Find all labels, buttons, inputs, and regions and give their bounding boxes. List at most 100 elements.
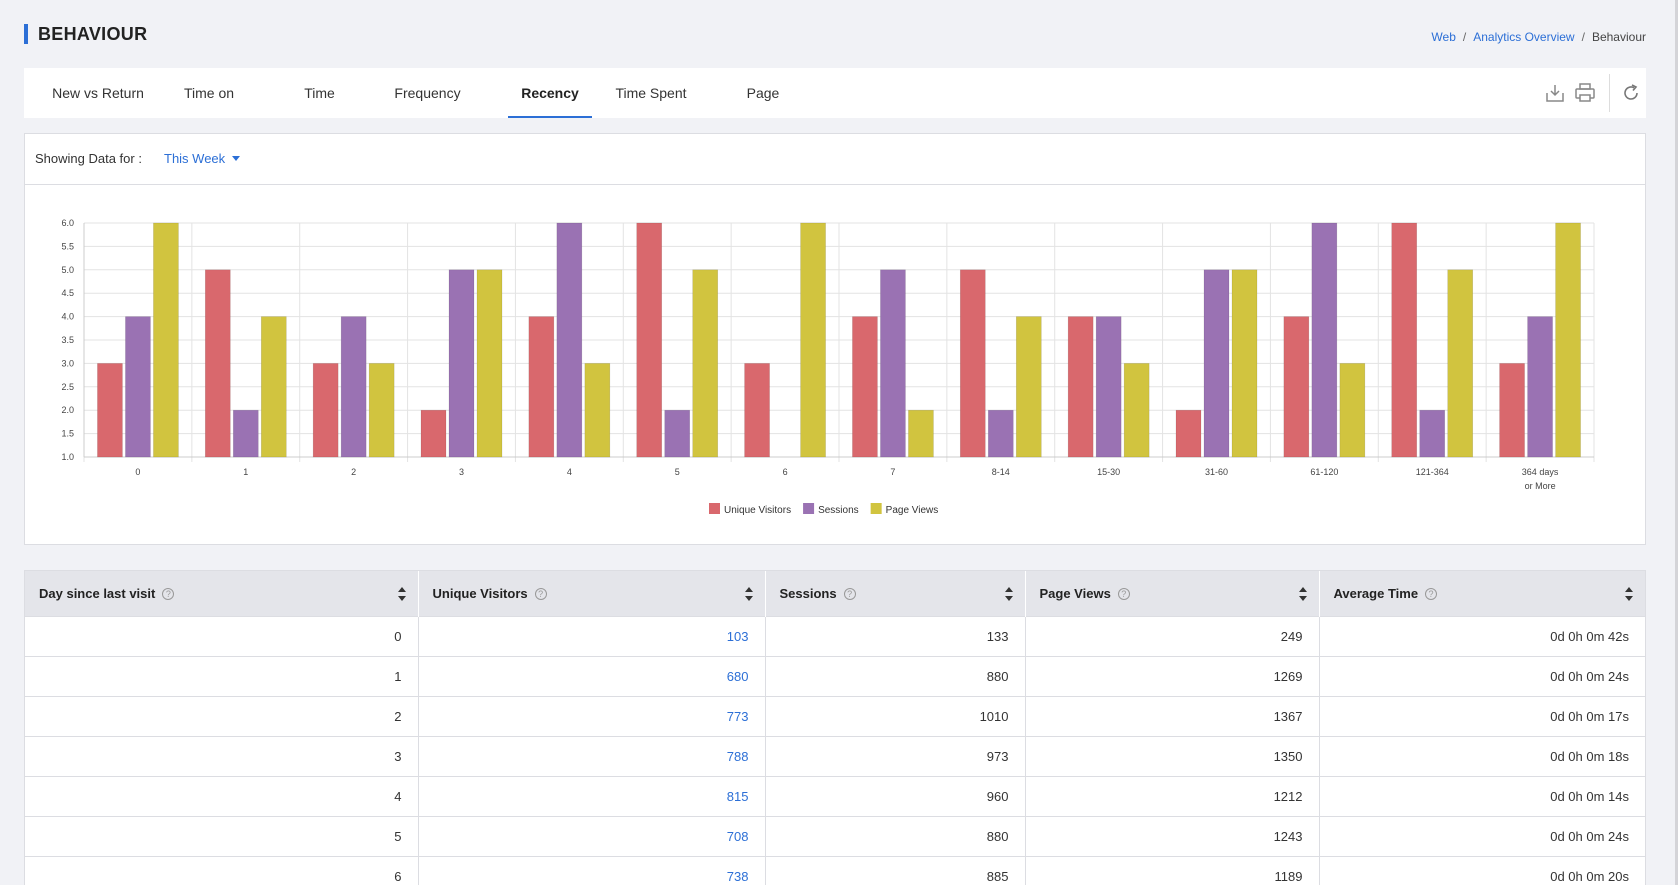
- column-header-average-time[interactable]: Average Time?: [1319, 571, 1645, 616]
- x-tick-label: 4: [567, 467, 572, 477]
- table-row: 4 815 960 1212 0d 0h 0m 14s: [25, 775, 1645, 816]
- column-header-day-since-last-visit[interactable]: Day since last visit?: [25, 571, 419, 616]
- window-scrollbar[interactable]: [1675, 0, 1678, 885]
- toolbar-divider: [1609, 74, 1610, 112]
- breadcrumb-current: Behaviour: [1591, 30, 1646, 44]
- table-row: 0 103 133 249 0d 0h 0m 42s: [25, 615, 1645, 656]
- cell-average-time: 0d 0h 0m 20s: [1319, 855, 1645, 885]
- column-header-label: Unique Visitors: [432, 585, 528, 601]
- chart-panel: Showing Data for : This Week 1.0 1.5 2.0 2.…: [24, 133, 1646, 545]
- bar-page-views: [153, 222, 179, 458]
- legend-swatch: [803, 503, 815, 514]
- tab-recency[interactable]: Recency: [508, 68, 592, 118]
- column-header-label: Average Time: [1333, 585, 1419, 601]
- bar-sessions: [664, 409, 691, 458]
- legend-label: Unique Visitors: [724, 505, 791, 516]
- cell-unique-visitors-link[interactable]: 773: [418, 695, 766, 736]
- page-title: BEHAVIOUR: [24, 24, 147, 44]
- table-header-row: Day since last visit? Unique Visitors? S…: [25, 571, 1645, 616]
- tab-time-trends[interactable]: Time Trends: [298, 85, 341, 151]
- bar-unique-visitors: [528, 316, 555, 458]
- bar-unique-visitors: [1067, 316, 1094, 458]
- date-range-dropdown[interactable]: This Week: [164, 151, 241, 166]
- tab-time-spent[interactable]: Time Spent: [615, 85, 687, 101]
- bar-unique-visitors: [744, 363, 770, 458]
- help-icon[interactable]: ?: [162, 587, 175, 600]
- tab-frequency[interactable]: Frequency: [394, 85, 461, 101]
- bar-unique-visitors: [1175, 409, 1202, 458]
- y-tick-label: 5.0: [61, 265, 74, 275]
- bar-page-views: [908, 409, 934, 458]
- date-range-value: This Week: [164, 151, 226, 166]
- cell-day: 6: [25, 855, 419, 885]
- x-tick-label: 5: [675, 467, 680, 477]
- breadcrumb-web[interactable]: Web: [1431, 30, 1456, 44]
- y-tick-label: 4.5: [61, 288, 74, 298]
- column-header-label: Day since last visit: [39, 585, 156, 601]
- column-header-page-views[interactable]: Page Views?: [1025, 571, 1320, 616]
- cell-sessions: 880: [765, 815, 1026, 856]
- table-row: 5 708 880 1243 0d 0h 0m 24s: [25, 815, 1645, 856]
- bar-page-views: [1555, 222, 1581, 458]
- bar-page-views: [1339, 363, 1366, 458]
- column-header-unique-visitors[interactable]: Unique Visitors?: [418, 571, 766, 616]
- cell-day: 1: [25, 655, 419, 696]
- page-header: BEHAVIOUR Web / Analytics Overview / Behavio…: [24, 22, 1646, 48]
- caret-down-icon: [232, 156, 241, 161]
- x-tick-label: 61-120: [1310, 467, 1338, 477]
- help-icon[interactable]: ?: [1425, 587, 1438, 600]
- cell-unique-visitors-link[interactable]: 680: [418, 655, 766, 696]
- y-tick-label: 1.5: [61, 429, 74, 439]
- column-header-label: Sessions: [779, 585, 837, 601]
- bar-unique-visitors: [1391, 222, 1418, 458]
- bar-sessions: [1527, 316, 1553, 458]
- sort-icon[interactable]: [1625, 587, 1633, 601]
- cell-sessions: 973: [765, 735, 1026, 776]
- cell-unique-visitors-link[interactable]: 788: [418, 735, 766, 776]
- tab-new-vs-return[interactable]: New vs Return: [52, 85, 144, 101]
- cell-unique-visitors-link[interactable]: 815: [418, 775, 766, 816]
- help-icon[interactable]: ?: [534, 587, 547, 600]
- legend-swatch: [870, 503, 882, 514]
- y-tick-label: 5.5: [61, 241, 74, 251]
- breadcrumb-analytics-overview[interactable]: Analytics Overview: [1473, 30, 1575, 44]
- cell-sessions: 885: [765, 855, 1026, 885]
- x-tick-label: 2: [351, 467, 356, 477]
- sort-icon[interactable]: [1004, 587, 1013, 601]
- tab-time-on-site[interactable]: Time on Site: [183, 85, 235, 151]
- bar-sessions: [340, 316, 367, 458]
- y-tick-label: 3.5: [61, 335, 74, 345]
- recency-table: Day since last visit? Unique Visitors? S…: [25, 571, 1645, 885]
- x-tick-label: 15-30: [1097, 467, 1120, 477]
- filter-label: Showing Data for :: [35, 151, 142, 166]
- y-tick-label: 1.0: [61, 452, 74, 462]
- bar-unique-visitors: [1283, 316, 1310, 458]
- bar-sessions: [1095, 316, 1122, 458]
- cell-unique-visitors-link[interactable]: 103: [418, 615, 766, 656]
- bar-unique-visitors: [420, 409, 447, 458]
- help-icon[interactable]: ?: [843, 587, 856, 600]
- y-tick-label: 3.0: [61, 358, 74, 368]
- cell-average-time: 0d 0h 0m 14s: [1319, 775, 1645, 816]
- sort-icon[interactable]: [1298, 587, 1307, 601]
- tab-page-depth[interactable]: Page Depth: [744, 85, 781, 151]
- cell-unique-visitors-link[interactable]: 708: [418, 815, 766, 856]
- sort-icon[interactable]: [397, 587, 406, 601]
- refresh-icon[interactable]: [1619, 81, 1643, 105]
- bar-sessions: [556, 222, 583, 458]
- cell-sessions: 960: [765, 775, 1026, 816]
- bar-unique-visitors: [1499, 363, 1525, 458]
- cell-unique-visitors-link[interactable]: 738: [418, 855, 766, 885]
- print-icon[interactable]: [1573, 81, 1597, 105]
- cell-sessions: 1010: [765, 695, 1026, 736]
- help-icon[interactable]: ?: [1117, 587, 1130, 600]
- column-header-sessions[interactable]: Sessions?: [765, 571, 1026, 616]
- cell-page-views: 249: [1025, 615, 1320, 656]
- x-tick-label: 0: [135, 467, 140, 477]
- download-icon[interactable]: [1543, 81, 1567, 105]
- y-tick-label: 2.5: [61, 382, 74, 392]
- bar-unique-visitors: [852, 316, 878, 458]
- bar-unique-visitors: [959, 269, 986, 458]
- cell-average-time: 0d 0h 0m 17s: [1319, 695, 1645, 736]
- sort-icon[interactable]: [744, 587, 753, 601]
